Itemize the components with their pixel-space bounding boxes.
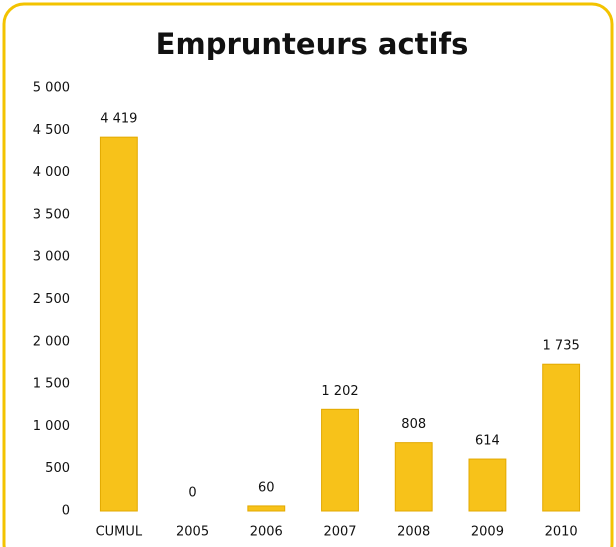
- x-tick-label: CUMUL: [96, 525, 143, 540]
- bar: [99, 136, 138, 512]
- bar: [247, 505, 286, 512]
- x-tick-label: 2005: [176, 525, 209, 540]
- data-label: 0: [188, 486, 196, 501]
- y-tick-label: 3 000: [33, 250, 70, 265]
- bar: [542, 363, 581, 512]
- data-label: 60: [258, 480, 275, 495]
- y-tick-label: 2 000: [33, 334, 70, 349]
- data-label: 614: [475, 434, 500, 449]
- y-tick-label: 500: [45, 461, 70, 476]
- y-tick-label: 5 000: [33, 81, 70, 96]
- x-tick-label: 2008: [397, 525, 430, 540]
- data-label: 1 735: [543, 339, 580, 354]
- y-tick-label: 4 500: [33, 123, 70, 138]
- bar: [468, 458, 507, 512]
- x-tick-label: 2006: [250, 525, 283, 540]
- x-tick-label: 2010: [545, 525, 578, 540]
- x-tick-label: 2007: [323, 525, 356, 540]
- y-tick-label: 2 500: [33, 292, 70, 307]
- y-tick-label: 3 500: [33, 207, 70, 222]
- data-label: 1 202: [321, 384, 358, 399]
- y-tick-label: 1 500: [33, 377, 70, 392]
- chart-title: Emprunteurs actifs: [156, 27, 469, 61]
- y-tick-label: 0: [62, 504, 70, 519]
- data-label: 4 419: [100, 112, 137, 127]
- bar: [321, 408, 359, 512]
- data-label: 808: [401, 417, 426, 432]
- y-tick-label: 4 000: [33, 165, 70, 180]
- x-tick-label: 2009: [471, 525, 504, 540]
- bar: [394, 442, 433, 512]
- y-tick-label: 1 000: [33, 419, 70, 434]
